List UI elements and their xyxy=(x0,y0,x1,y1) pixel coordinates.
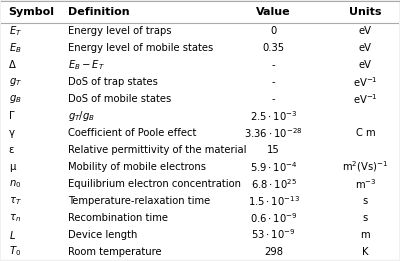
Text: K: K xyxy=(362,246,369,257)
Text: 298: 298 xyxy=(264,246,283,257)
Text: Γ: Γ xyxy=(9,111,14,121)
Text: $g_T/g_B$: $g_T/g_B$ xyxy=(68,109,96,123)
Text: Value: Value xyxy=(256,7,291,17)
Text: -: - xyxy=(272,94,276,104)
Text: $T_0$: $T_0$ xyxy=(9,245,21,258)
Text: DoS of mobile states: DoS of mobile states xyxy=(68,94,172,104)
Text: eV: eV xyxy=(359,26,372,36)
Text: eV$^{-1}$: eV$^{-1}$ xyxy=(353,75,378,89)
Text: $5.9 \cdot 10^{-4}$: $5.9 \cdot 10^{-4}$ xyxy=(250,160,298,174)
Text: Recombination time: Recombination time xyxy=(68,213,168,223)
Text: $n_0$: $n_0$ xyxy=(9,178,21,190)
Text: 15: 15 xyxy=(267,145,280,155)
Text: Units: Units xyxy=(349,7,382,17)
Text: $L$: $L$ xyxy=(9,229,16,241)
Text: Room temperature: Room temperature xyxy=(68,246,162,257)
Text: $g_T$: $g_T$ xyxy=(9,76,22,88)
Text: s: s xyxy=(363,196,368,206)
Text: $E_B - E_T$: $E_B - E_T$ xyxy=(68,58,105,72)
Text: Symbol: Symbol xyxy=(9,7,55,17)
Text: m: m xyxy=(361,230,370,240)
Text: $6.8 \cdot 10^{25}$: $6.8 \cdot 10^{25}$ xyxy=(251,177,297,191)
Text: s: s xyxy=(363,213,368,223)
Text: $53 \cdot 10^{-9}$: $53 \cdot 10^{-9}$ xyxy=(252,228,296,241)
Text: Energy level of mobile states: Energy level of mobile states xyxy=(68,43,214,53)
Text: $3.36 \cdot 10^{-28}$: $3.36 \cdot 10^{-28}$ xyxy=(244,126,303,140)
Text: $0.6 \cdot 10^{-9}$: $0.6 \cdot 10^{-9}$ xyxy=(250,211,298,224)
Text: -: - xyxy=(272,60,276,70)
Text: Definition: Definition xyxy=(68,7,130,17)
Text: -: - xyxy=(272,77,276,87)
Text: $\tau_T$: $\tau_T$ xyxy=(9,195,22,206)
Text: eV: eV xyxy=(359,60,372,70)
Text: Δ: Δ xyxy=(9,60,16,70)
Text: eV$^{-1}$: eV$^{-1}$ xyxy=(353,92,378,106)
Text: $2.5 \cdot 10^{-3}$: $2.5 \cdot 10^{-3}$ xyxy=(250,109,298,123)
Text: 0: 0 xyxy=(271,26,277,36)
Text: C m: C m xyxy=(356,128,375,138)
Text: DoS of trap states: DoS of trap states xyxy=(68,77,158,87)
Text: Equilibrium electron concentration: Equilibrium electron concentration xyxy=(68,179,242,189)
Text: $1.5 \cdot 10^{-13}$: $1.5 \cdot 10^{-13}$ xyxy=(248,194,300,207)
Text: 0.35: 0.35 xyxy=(263,43,285,53)
Text: m$^{-3}$: m$^{-3}$ xyxy=(355,177,376,191)
Text: Energy level of traps: Energy level of traps xyxy=(68,26,172,36)
Text: eV: eV xyxy=(359,43,372,53)
Text: γ: γ xyxy=(9,128,15,138)
Text: $\tau_n$: $\tau_n$ xyxy=(9,212,21,223)
Text: μ: μ xyxy=(9,162,15,172)
Text: $g_B$: $g_B$ xyxy=(9,93,21,105)
Text: Device length: Device length xyxy=(68,230,138,240)
Text: Temperature-relaxation time: Temperature-relaxation time xyxy=(68,196,211,206)
Text: Relative permittivity of the material: Relative permittivity of the material xyxy=(68,145,247,155)
Text: $E_T$: $E_T$ xyxy=(9,24,22,38)
Text: ε: ε xyxy=(9,145,14,155)
Text: Coefficient of Poole effect: Coefficient of Poole effect xyxy=(68,128,197,138)
Text: $E_B$: $E_B$ xyxy=(9,41,21,55)
Text: m$^2$(Vs)$^{-1}$: m$^2$(Vs)$^{-1}$ xyxy=(342,159,388,174)
Text: Mobility of mobile electrons: Mobility of mobile electrons xyxy=(68,162,206,172)
